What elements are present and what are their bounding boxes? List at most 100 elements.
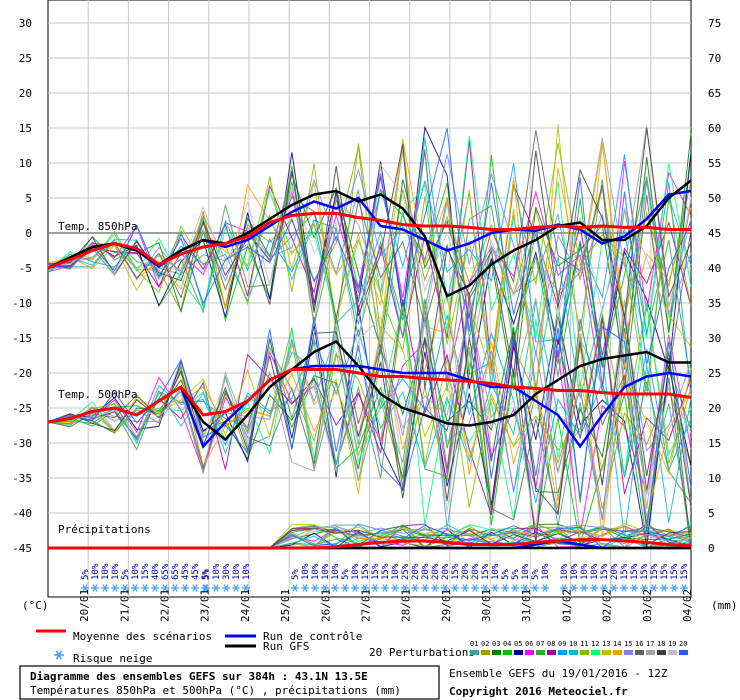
snow-risk-value: 10% [91,563,101,580]
snow-flake-icon [401,584,409,592]
snow-risk-value: 10% [242,563,252,580]
snow-risk-value: 20% [610,563,620,580]
snow-flake-icon [531,584,539,592]
left-tick-label: -25 [12,402,32,415]
perturbation-line [47,316,692,541]
perturbation-id: 11 [580,640,588,648]
date-label: 28/01 [400,589,413,622]
snow-flake-icon [141,584,149,592]
date-label: 03/02 [641,589,654,622]
snow-flake-icon [650,584,658,592]
right-tick-label: 70 [708,52,721,65]
snow-flake-icon [640,584,648,592]
snow-flake-icon [101,584,109,592]
snow-flake-icon [411,584,419,592]
snow-risk-value: 15% [630,563,640,580]
footer-run: Ensemble GEFS du 19/01/2016 - 12Z [449,667,668,680]
snow-risk-row: 5% 10% 10% 10% 5% 10% 15% 40% 65% 65% 45% 45% 5%5% 10… [81,563,690,592]
snow-flake-icon [131,584,139,592]
series-mean-t850 [47,211,691,270]
perturbation-line [47,309,692,538]
snow-flake-icon [670,584,678,592]
snow-risk-value: 15% [680,563,690,580]
snow-flake-icon [620,584,628,592]
left-axis-ticks: 30 25 20 15 10 5 0 -5 -10 -15 -20 -25 -30 -35 -40 -45 [12,17,32,555]
snow-risk-value: 5% [202,569,212,580]
perturbation-id: 05 [514,640,522,648]
snow-risk-value: 10% [580,563,590,580]
right-tick-label: 0 [708,542,715,555]
snow-flake-icon [121,584,129,592]
snow-risk-value: 45% [181,563,191,580]
perturbation-id: 06 [525,640,533,648]
date-label: 21/01 [118,589,131,622]
perturbation-swatch [514,650,523,655]
perturbation-swatch [580,650,589,655]
left-tick-label: 30 [19,17,32,30]
perturbation-id: 02 [481,640,489,648]
perturbation-line [47,148,692,392]
series-mean-precip [48,538,692,550]
right-tick-label: 75 [708,17,721,30]
snow-risk-value: 20% [441,563,451,580]
snow-flake-icon [161,584,169,592]
perturbation-line [47,127,692,387]
snow-flake-icon [202,584,210,592]
snow-risk-value: 10% [590,563,600,580]
snow-risk-value: 5% [511,569,521,580]
perturbation-id: 01 [470,640,478,648]
snow-risk-value: 20% [411,563,421,580]
perturbation-line [47,325,692,494]
legend-mean-label: Moyenne des scénarios [73,630,212,643]
perturbation-id: 17 [646,640,654,648]
perturbation-line [47,298,692,509]
perturbation-id: 10 [569,640,577,648]
perturbation-id: 04 [503,640,511,648]
left-tick-label: -45 [12,542,32,555]
perturbation-swatch [657,650,666,655]
snow-risk-value: 40% [151,563,161,580]
perturbation-id: 08 [547,640,555,648]
perturbation-id: 12 [591,640,599,648]
snowflake-icon [54,650,64,660]
snow-risk-value: 65% [161,563,171,580]
perturbation-swatch [602,650,611,655]
snow-risk-value: 10% [491,563,501,580]
right-tick-label: 45 [708,227,721,240]
snow-risk-value: 5% [201,569,211,580]
snow-flake-icon [321,584,329,592]
snow-flake-icon [351,584,359,592]
footer-subtitle: Températures 850hPa et 500hPa (°C) , pré… [30,684,401,697]
snow-flake-icon [212,584,220,592]
snow-risk-value: 10% [541,563,551,580]
snow-flake-icon [491,584,499,592]
perturbation-id: 14 [613,640,621,648]
date-label: 02/02 [601,589,614,622]
snow-flake-icon [191,584,199,592]
legend: Moyenne des scénarios Run de contrôle Ru… [36,629,688,665]
perturbation-line [47,130,692,389]
date-label: 26/01 [319,589,332,622]
snow-risk-value: 15% [660,563,670,580]
snow-risk-value: 10% [111,563,121,580]
date-label: 04/02 [681,589,694,622]
perturbation-id: 18 [657,640,665,648]
left-tick-label: 10 [19,157,32,170]
snow-flake-icon [171,584,179,592]
series-control-t850 [47,189,692,270]
snow-risk-value: 5% [291,569,301,580]
snow-risk-value: 65% [171,563,181,580]
legend-perturbations-label: 20 Perturbations [369,646,475,659]
snow-flake-icon [541,584,549,592]
snow-flake-icon [660,584,668,592]
left-tick-label: 15 [19,122,32,135]
perturbation-swatch [558,650,567,655]
right-tick-label: 65 [708,87,721,100]
panel-labels: Temp. 850hPa Temp. 500hPa Précipitations [58,220,151,536]
snow-risk-value: 15% [670,563,680,580]
snow-flake-icon [481,584,489,592]
snow-risk-value: 15% [371,563,381,580]
perturbation-swatch [679,650,688,655]
snow-flake-icon [81,584,89,592]
perturbation-swatch [591,650,600,655]
